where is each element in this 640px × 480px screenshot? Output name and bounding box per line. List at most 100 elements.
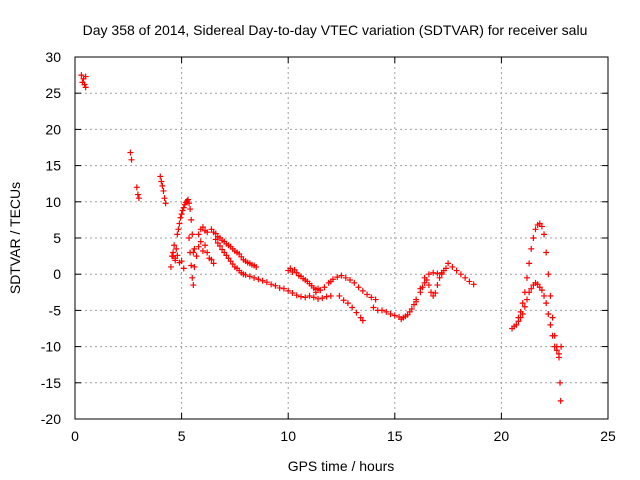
data-point [340,297,347,304]
data-point [425,282,432,289]
data-point [191,245,198,252]
data-point [449,263,456,270]
data-point [276,284,283,291]
data-point [558,343,565,350]
data-point [410,301,417,308]
data-point [321,284,328,291]
data-point [310,294,317,301]
data-point [212,236,219,243]
data-point [133,184,140,191]
data-point [398,316,405,323]
y-tick-label: -15 [41,375,61,391]
data-point [175,226,182,233]
data-point [186,235,193,241]
data-point [430,269,437,276]
data-point [189,231,196,238]
y-tick-label: 25 [45,85,61,101]
y-tick-label: -5 [49,302,62,318]
data-point [287,265,294,272]
data-point [517,308,524,315]
data-point [323,293,330,300]
data-point [157,173,164,180]
data-point [551,332,558,339]
data-point [193,253,200,260]
y-axis-label: SDTVAR / TECUs [7,182,23,294]
data-point [530,235,537,241]
data-point [557,397,564,404]
data-point [272,282,279,289]
data-point [195,231,202,238]
data-point [421,274,428,281]
data-point [436,274,443,281]
data-point [442,265,449,272]
data-point [445,260,452,267]
data-point [545,311,552,318]
data-point [523,274,530,281]
data-point [159,182,166,189]
data-point [547,321,554,328]
data-point [171,242,178,249]
data-point [134,191,141,198]
data-point [170,253,177,260]
y-tick-label: 15 [45,158,61,174]
data-point [364,291,371,298]
data-point [197,238,204,245]
data-point [338,272,345,279]
data-point [545,271,552,278]
data-point [246,273,253,280]
data-point [353,309,360,316]
data-point [268,281,275,288]
data-point [513,321,520,328]
data-point [191,263,198,270]
data-point [359,287,366,294]
y-tick-label: -10 [41,339,61,355]
data-points [78,72,565,404]
data-point [174,231,181,238]
data-point [187,249,194,256]
data-point [387,311,394,318]
x-tick-label: 20 [494,428,510,444]
data-point [180,265,187,272]
data-point [128,156,135,163]
data-point [158,178,165,185]
y-tick-label: 20 [45,121,61,137]
x-tick-label: 25 [600,428,616,444]
data-point [432,290,439,297]
data-point [289,290,296,297]
data-point [521,289,528,296]
data-point [178,211,185,218]
data-point [329,276,336,283]
data-point [317,287,324,294]
data-point [259,277,266,284]
data-point [178,258,185,265]
data-point [176,220,183,227]
data-point [462,274,469,281]
data-point [368,294,375,301]
data-point [189,274,196,281]
data-point [457,271,464,278]
data-point [255,276,262,283]
data-point [347,276,354,283]
axis-ticks: 0 5 10 15 20 25 -20 -15 -10 -5 0 5 10 15 20 25 30 [41,49,616,444]
data-point [202,242,209,249]
data-point [555,354,562,361]
data-point [297,293,304,300]
data-point [521,303,528,310]
data-point [528,285,535,292]
x-axis-label: GPS time / hours [288,458,395,474]
data-point [538,287,545,294]
data-point [547,292,554,299]
data-point [204,249,211,256]
data-point [351,279,358,286]
data-point [177,214,184,221]
data-point [453,267,460,274]
data-point [538,223,545,230]
data-point [372,296,379,303]
data-point [253,263,260,270]
data-point [162,200,169,207]
data-point [302,294,309,301]
data-point [312,289,319,296]
data-point [78,72,85,79]
x-tick-label: 5 [178,428,186,444]
data-point [434,282,441,289]
